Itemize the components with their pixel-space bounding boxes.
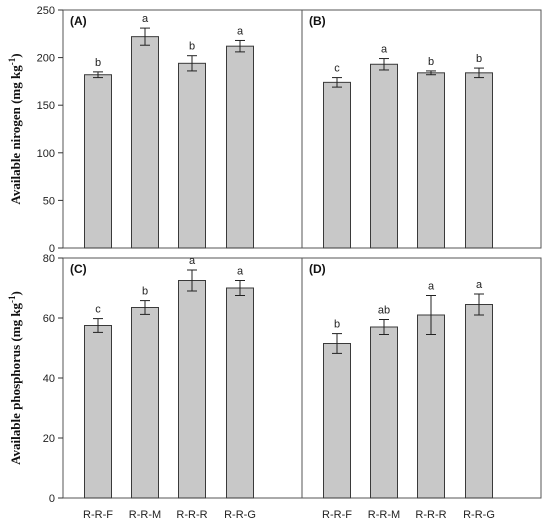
significance-label: a <box>189 255 196 267</box>
x-tick-label: R-R-M <box>129 509 161 521</box>
significance-label: a <box>476 279 483 291</box>
significance-label: b <box>476 53 482 65</box>
panel-d: (D) b R-R-F ab R-R-M a R-R-R a R-R-G <box>301 257 542 521</box>
bar <box>226 287 254 499</box>
significance-label: a <box>237 266 244 278</box>
y-tick-label: 100 <box>37 148 55 160</box>
significance-label: a <box>381 44 388 56</box>
x-tick-label: R-R-F <box>322 509 352 521</box>
y-tick-label: 250 <box>37 5 55 17</box>
significance-label: a <box>428 281 435 293</box>
y-tick-label: 0 <box>49 493 55 505</box>
x-tick-label: R-R-G <box>463 509 495 521</box>
bar <box>370 63 398 249</box>
significance-label: b <box>428 56 434 68</box>
y-tick-label: 60 <box>43 313 55 325</box>
y-tick-label: 80 <box>43 253 55 265</box>
x-tick-label: R-R-G <box>224 509 256 521</box>
bar <box>417 314 445 499</box>
y-tick-label: 150 <box>37 100 55 112</box>
panel-c: (C) 0 20 40 60 80 Available phosphorus (mg kg-… <box>7 253 303 521</box>
x-tick-label: R-R-M <box>368 509 400 521</box>
bar <box>84 74 112 249</box>
significance-label: a <box>237 25 244 37</box>
x-tick-label: R-R-F <box>83 509 113 521</box>
x-tick-label: R-R-R <box>415 509 446 521</box>
panel-b: (B) c a b b <box>301 9 542 249</box>
significance-label: c <box>95 304 101 316</box>
bar <box>178 280 206 499</box>
panel-label: (A) <box>70 14 87 28</box>
bar <box>323 81 351 249</box>
significance-label: b <box>142 286 148 298</box>
y-tick-label: 0 <box>49 243 55 255</box>
x-tick-label: R-R-R <box>176 509 207 521</box>
significance-label: ab <box>378 305 390 317</box>
bar <box>417 72 445 249</box>
y-tick-label: 50 <box>43 195 55 207</box>
y-tick-label: 40 <box>43 373 55 385</box>
bar <box>465 304 493 499</box>
significance-label: b <box>189 41 195 53</box>
y-axis-label: Available nirogen (mg kg-1) <box>7 53 23 204</box>
significance-label: b <box>334 319 340 331</box>
y-axis-label: Available phosphorus (mg kg-1) <box>7 291 23 465</box>
panel-a: (A) 0 50 100 150 200 250 Available nirogen (mg … <box>7 5 303 255</box>
y-tick-label: 20 <box>43 433 55 445</box>
significance-label: c <box>334 63 340 75</box>
significance-label: b <box>95 57 101 69</box>
panel-label: (C) <box>70 262 87 276</box>
bar <box>131 307 159 499</box>
panel-label: (D) <box>309 262 326 276</box>
bar <box>178 62 206 249</box>
panel-label: (B) <box>309 14 326 28</box>
bar <box>323 343 351 499</box>
y-tick-label: 200 <box>37 53 55 65</box>
bar <box>465 72 493 249</box>
bar <box>226 45 254 249</box>
bar <box>131 36 159 249</box>
bar <box>370 326 398 499</box>
bar <box>84 325 112 499</box>
significance-label: a <box>142 13 149 25</box>
